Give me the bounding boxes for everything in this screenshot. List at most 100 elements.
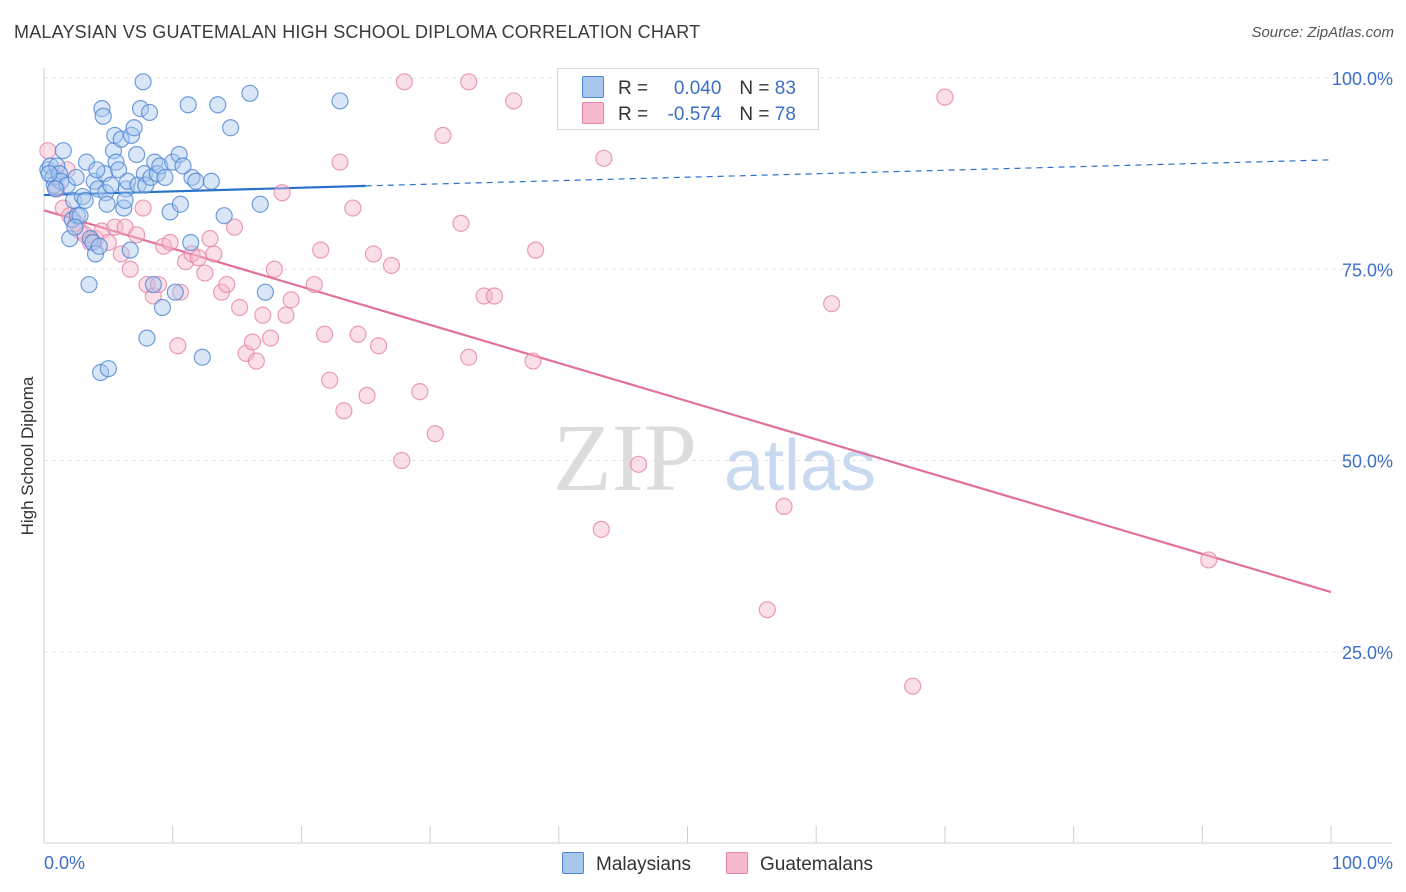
- guatemalan-point: [315, 325, 334, 343]
- x-tick-label-left: 0.0%: [44, 853, 85, 873]
- guatemalan-point: [358, 386, 376, 405]
- guatemalan-point: [434, 126, 452, 144]
- malaysians-trend-extension: [365, 159, 1332, 187]
- malaysian-point: [94, 107, 112, 125]
- malaysian-point: [209, 96, 227, 114]
- guatemalan-point: [169, 337, 187, 355]
- legend-row-malaysians: R = 0.040 N = 83: [582, 76, 796, 100]
- guatemalan-point: [134, 199, 152, 217]
- guatemalans-n-value: 78: [774, 104, 796, 125]
- guatemalan-point: [460, 348, 478, 366]
- r-label: R =: [618, 78, 649, 99]
- data-points: [39, 73, 1218, 695]
- guatemalan-point: [364, 245, 383, 263]
- correlation-legend: R = 0.040 N = 83 R = -0.574 N = 78: [557, 68, 819, 130]
- guatemalan-point: [592, 520, 610, 538]
- grid-lines: [44, 77, 1392, 653]
- guatemalan-point: [265, 260, 283, 278]
- guatemalan-point: [524, 352, 542, 370]
- malaysian-point: [134, 73, 152, 91]
- malaysian-point: [76, 191, 94, 209]
- guatemalan-point: [629, 455, 648, 473]
- guatemalan-point: [261, 329, 280, 347]
- n-label: N =: [739, 104, 770, 125]
- malaysian-point: [46, 180, 65, 198]
- guatemalan-point: [936, 88, 954, 106]
- malaysian-point: [40, 165, 58, 183]
- malaysian-point: [92, 363, 110, 382]
- legend-item-guatemalans: Guatemalans: [726, 852, 873, 876]
- guatemalan-point: [277, 306, 295, 324]
- malaysian-point: [67, 168, 85, 187]
- malaysians-n-value: 83: [774, 78, 796, 99]
- guatemalan-point: [254, 306, 272, 324]
- tick-labels: 25.0% 50.0% 75.0% 100.0% 0.0% 100.0%: [44, 69, 1393, 873]
- chart-title: MALAYSIAN VS GUATEMALAN HIGH SCHOOL DIPL…: [14, 22, 701, 42]
- y-tick-label: 50.0%: [1342, 452, 1393, 472]
- axes: [43, 68, 1392, 844]
- malaysian-point: [174, 157, 192, 175]
- guatemalan-point: [335, 402, 353, 420]
- guatemalan-point: [305, 275, 323, 294]
- malaysian-point: [102, 176, 120, 194]
- guatemalan-point: [527, 241, 545, 259]
- malaysian-point: [119, 172, 137, 190]
- y-tick-label: 100.0%: [1332, 69, 1393, 89]
- malaysian-point: [241, 84, 259, 102]
- guatemalan-point: [231, 298, 249, 317]
- guatemalan-point: [149, 275, 168, 294]
- guatemalan-point: [331, 153, 349, 171]
- guatemalan-point: [393, 451, 411, 470]
- malaysian-point: [110, 161, 128, 179]
- malaysian-point: [112, 130, 130, 148]
- malaysian-point: [156, 168, 174, 187]
- malaysian-point: [256, 283, 274, 301]
- guatemalan-point: [312, 241, 330, 259]
- guatemalan-point: [452, 214, 470, 232]
- guatemalan-point: [460, 73, 478, 91]
- legend-item-malaysians: Malaysians: [562, 852, 691, 876]
- malaysian-point: [202, 172, 220, 190]
- guatemalan-point: [823, 295, 841, 313]
- guatemalan-point: [485, 287, 504, 305]
- series-legend: Malaysians Guatemalans: [0, 852, 1406, 878]
- malaysian-point: [331, 92, 349, 110]
- guatemalan-point: [161, 233, 179, 252]
- malaysians-swatch: [582, 76, 604, 98]
- malaysian-point: [54, 142, 72, 160]
- guatemalan-point: [189, 249, 208, 267]
- guatemalan-point: [243, 333, 262, 351]
- malaysian-point: [131, 99, 150, 118]
- guatemalan-point: [196, 264, 214, 282]
- guatemalan-point: [205, 245, 223, 263]
- malaysian-point: [187, 172, 205, 190]
- malaysian-point: [138, 329, 156, 347]
- malaysian-point: [88, 161, 106, 179]
- guatemalan-point: [282, 291, 300, 309]
- malaysians-legend-swatch: [562, 852, 584, 874]
- malaysian-point: [182, 233, 200, 252]
- y-tick-label: 25.0%: [1342, 643, 1393, 663]
- y-tick-label: 75.0%: [1342, 260, 1393, 280]
- guatemalan-point: [247, 352, 265, 370]
- guatemalans-legend-label: Guatemalans: [760, 854, 874, 875]
- malaysian-point: [222, 119, 240, 137]
- guatemalans-legend-swatch: [726, 852, 748, 874]
- malaysians-legend-label: Malaysians: [596, 854, 692, 875]
- guatemalan-point: [1200, 551, 1218, 569]
- guatemalan-point: [128, 226, 146, 244]
- x-tick-label-right: 100.0%: [1332, 853, 1393, 873]
- guatemalans-trend-line: [43, 209, 1332, 594]
- guatemalan-point: [218, 275, 236, 294]
- watermark: ZIP atlas: [553, 404, 876, 511]
- guatemalan-point: [904, 677, 922, 695]
- guatemalan-point: [758, 601, 776, 619]
- guatemalan-point: [505, 92, 523, 110]
- malaysian-point: [99, 360, 117, 378]
- malaysian-point: [121, 241, 139, 259]
- malaysian-point: [144, 275, 162, 294]
- guatemalan-point: [121, 260, 139, 278]
- malaysian-point: [89, 180, 107, 198]
- guatemalans-swatch: [582, 102, 604, 124]
